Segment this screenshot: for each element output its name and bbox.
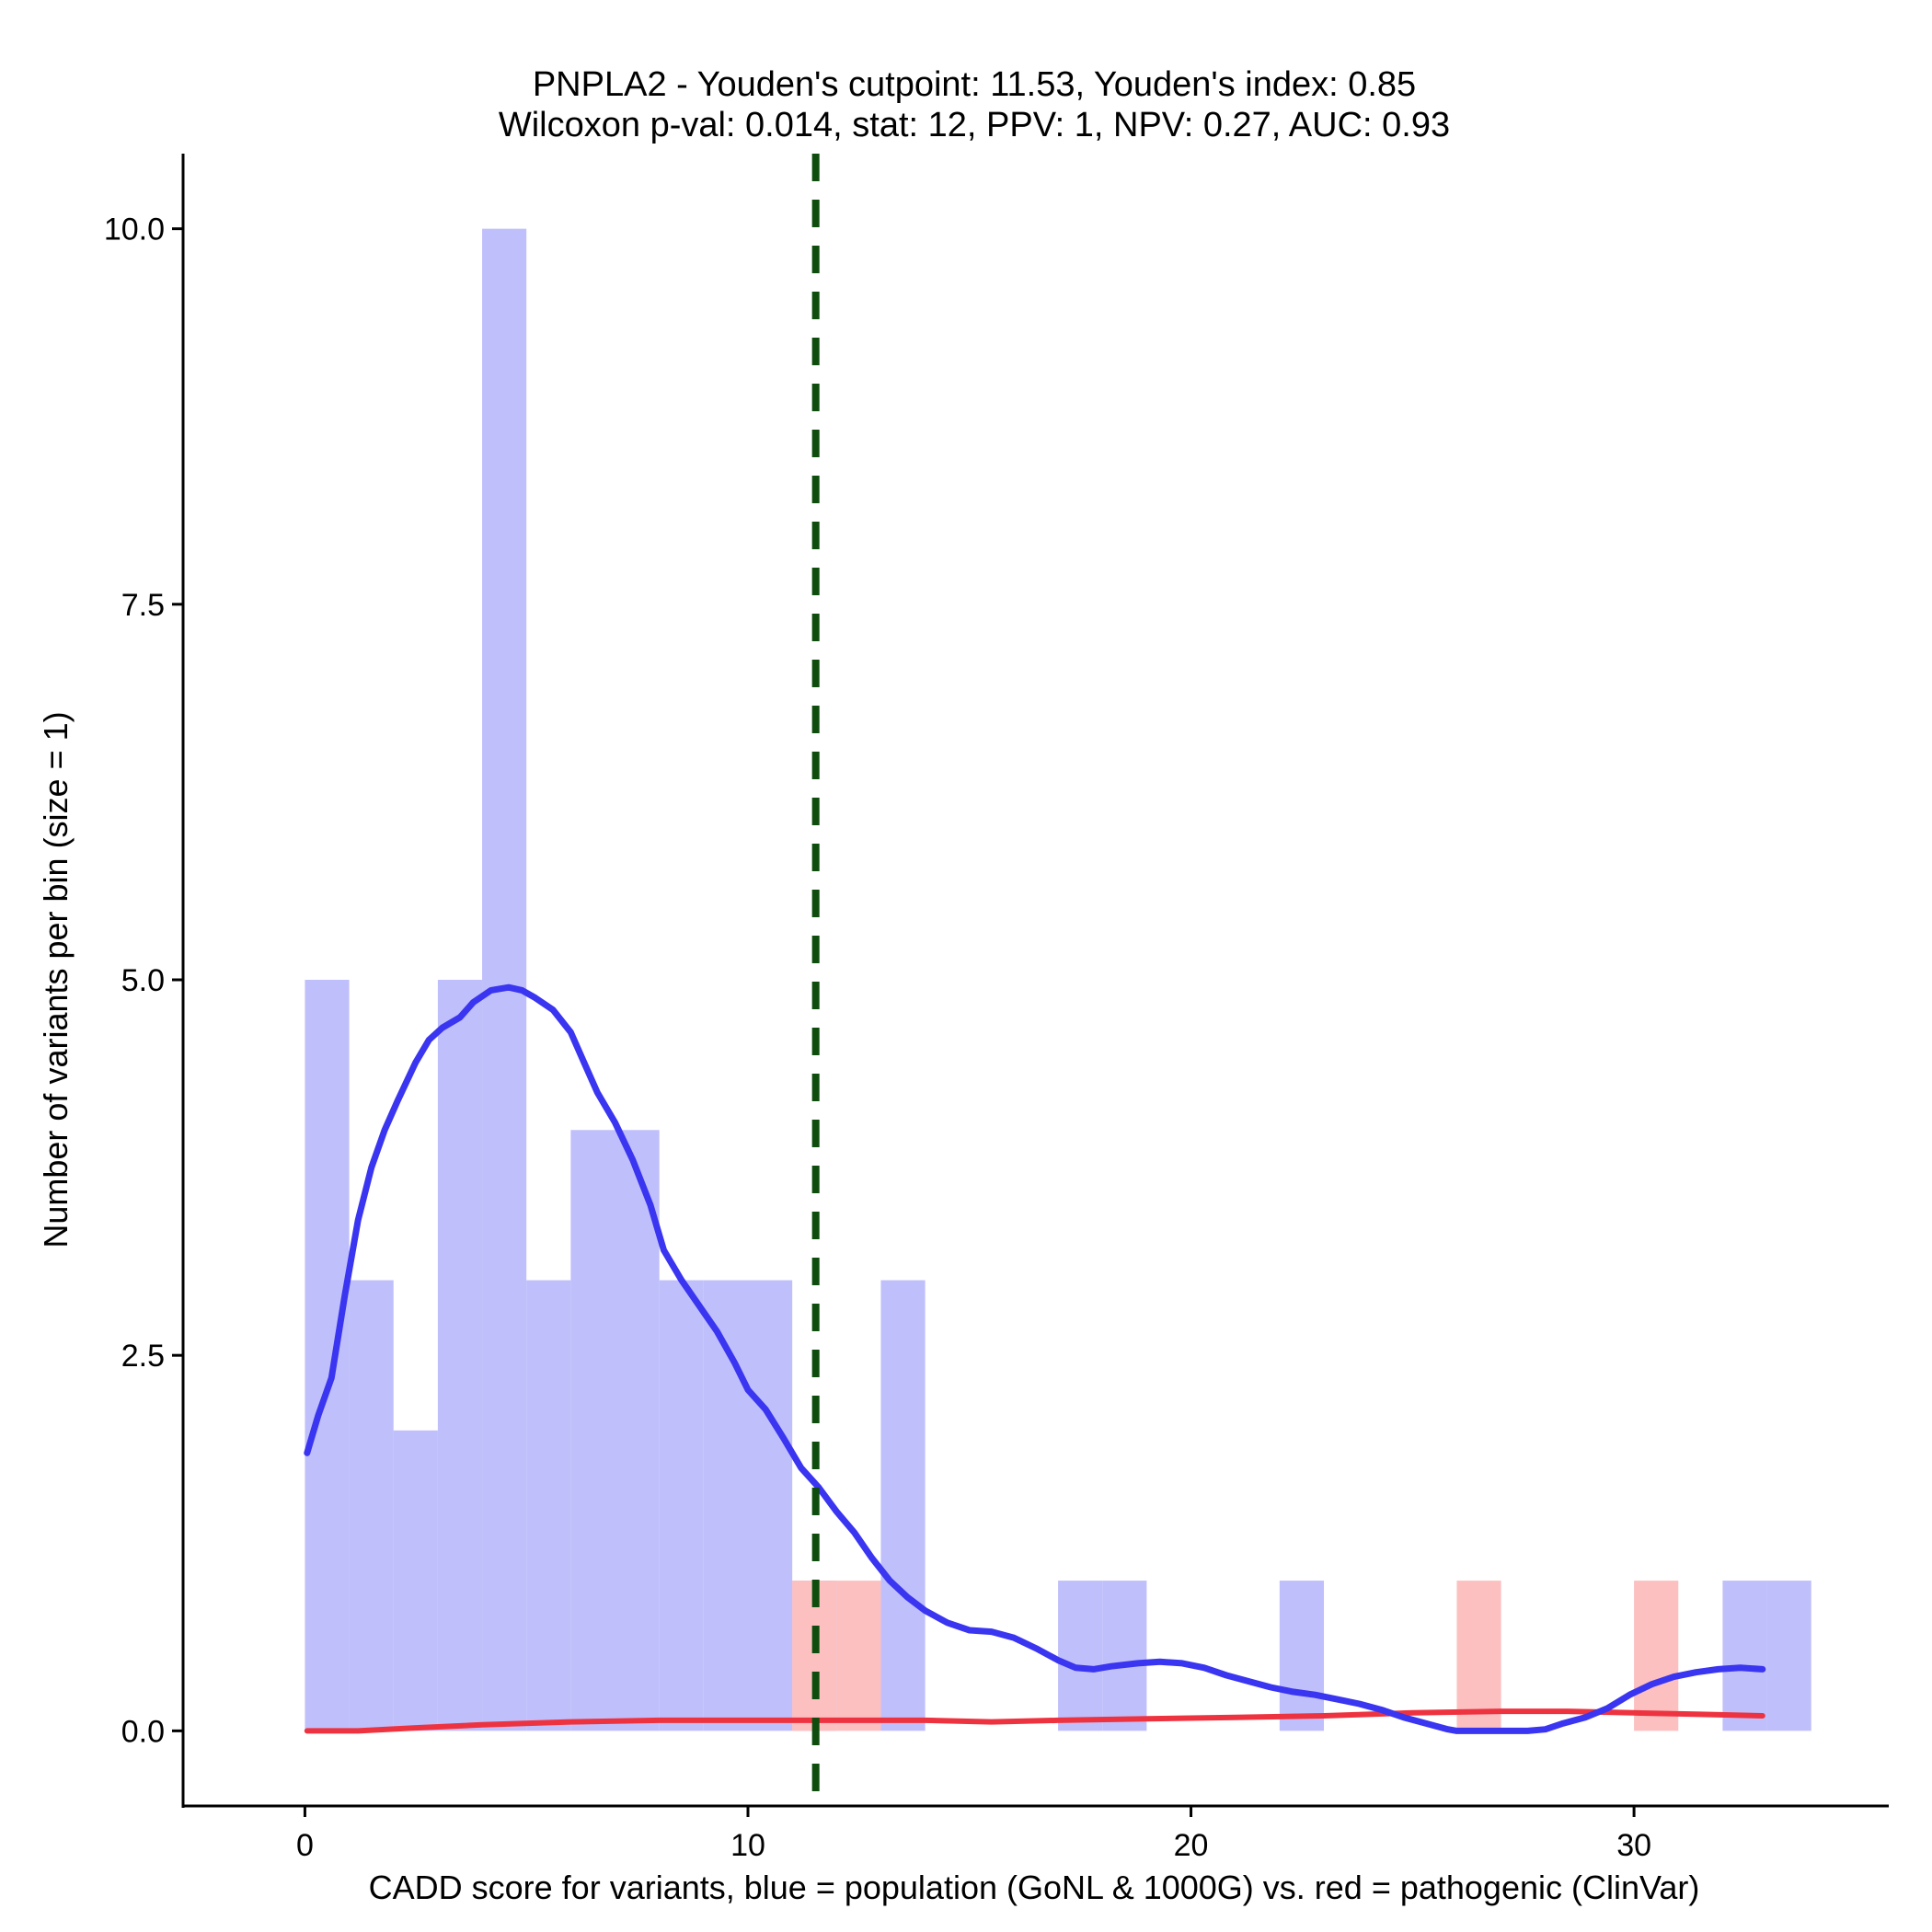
y-tick-label: 10.0 xyxy=(104,213,165,247)
population-density-line xyxy=(304,983,1766,1734)
population-bar xyxy=(570,1130,615,1731)
population-bar xyxy=(437,980,483,1731)
pathogenic-density-line xyxy=(304,1708,1765,1734)
chart-title-line-1: PNPLA2 - Youden's cutpoint: 11.53, Youde… xyxy=(533,65,1416,104)
x-axis-title: CADD score for variants, blue = populati… xyxy=(369,1869,1700,1906)
x-axis-ticks: 0 10 20 30 xyxy=(296,1806,1651,1863)
plot-area xyxy=(304,154,1811,1806)
y-tick-label: 7.5 xyxy=(121,588,165,623)
x-tick-label: 10 xyxy=(730,1828,765,1863)
population-bars xyxy=(305,228,1811,1731)
population-bar xyxy=(615,1130,660,1731)
population-bar xyxy=(1102,1581,1147,1731)
pathogenic-bars xyxy=(792,1581,1679,1731)
population-bar xyxy=(659,1280,704,1731)
y-axis-ticks: 0.0 2.5 5.0 7.5 10.0 xyxy=(104,213,183,1749)
population-bar xyxy=(1722,1581,1767,1731)
population-bar xyxy=(349,1280,394,1731)
x-tick-label: 20 xyxy=(1174,1828,1209,1863)
population-bar xyxy=(305,980,350,1731)
y-tick-label: 5.0 xyxy=(121,963,165,998)
x-tick-label: 0 xyxy=(296,1828,314,1863)
population-bar xyxy=(703,1280,748,1731)
population-bar xyxy=(1279,1581,1325,1731)
population-bar xyxy=(880,1280,926,1731)
pathogenic-bar xyxy=(1634,1581,1679,1731)
chart-title-line-2: Wilcoxon p-val: 0.014, stat: 12, PPV: 1,… xyxy=(499,106,1450,144)
population-bar xyxy=(482,228,527,1731)
population-bar xyxy=(747,1280,793,1731)
y-tick-label: 0.0 xyxy=(121,1714,165,1749)
pathogenic-bar xyxy=(1456,1581,1501,1731)
y-tick-label: 2.5 xyxy=(121,1339,165,1374)
x-tick-label: 30 xyxy=(1616,1828,1651,1863)
population-bar xyxy=(1058,1581,1103,1731)
population-bar xyxy=(526,1280,571,1731)
population-bar xyxy=(393,1430,438,1731)
y-axis-title: Number of variants per bin (size = 1) xyxy=(37,711,75,1248)
population-bar xyxy=(1766,1581,1811,1731)
density-curves xyxy=(304,983,1766,1734)
pathogenic-bar xyxy=(836,1581,881,1731)
